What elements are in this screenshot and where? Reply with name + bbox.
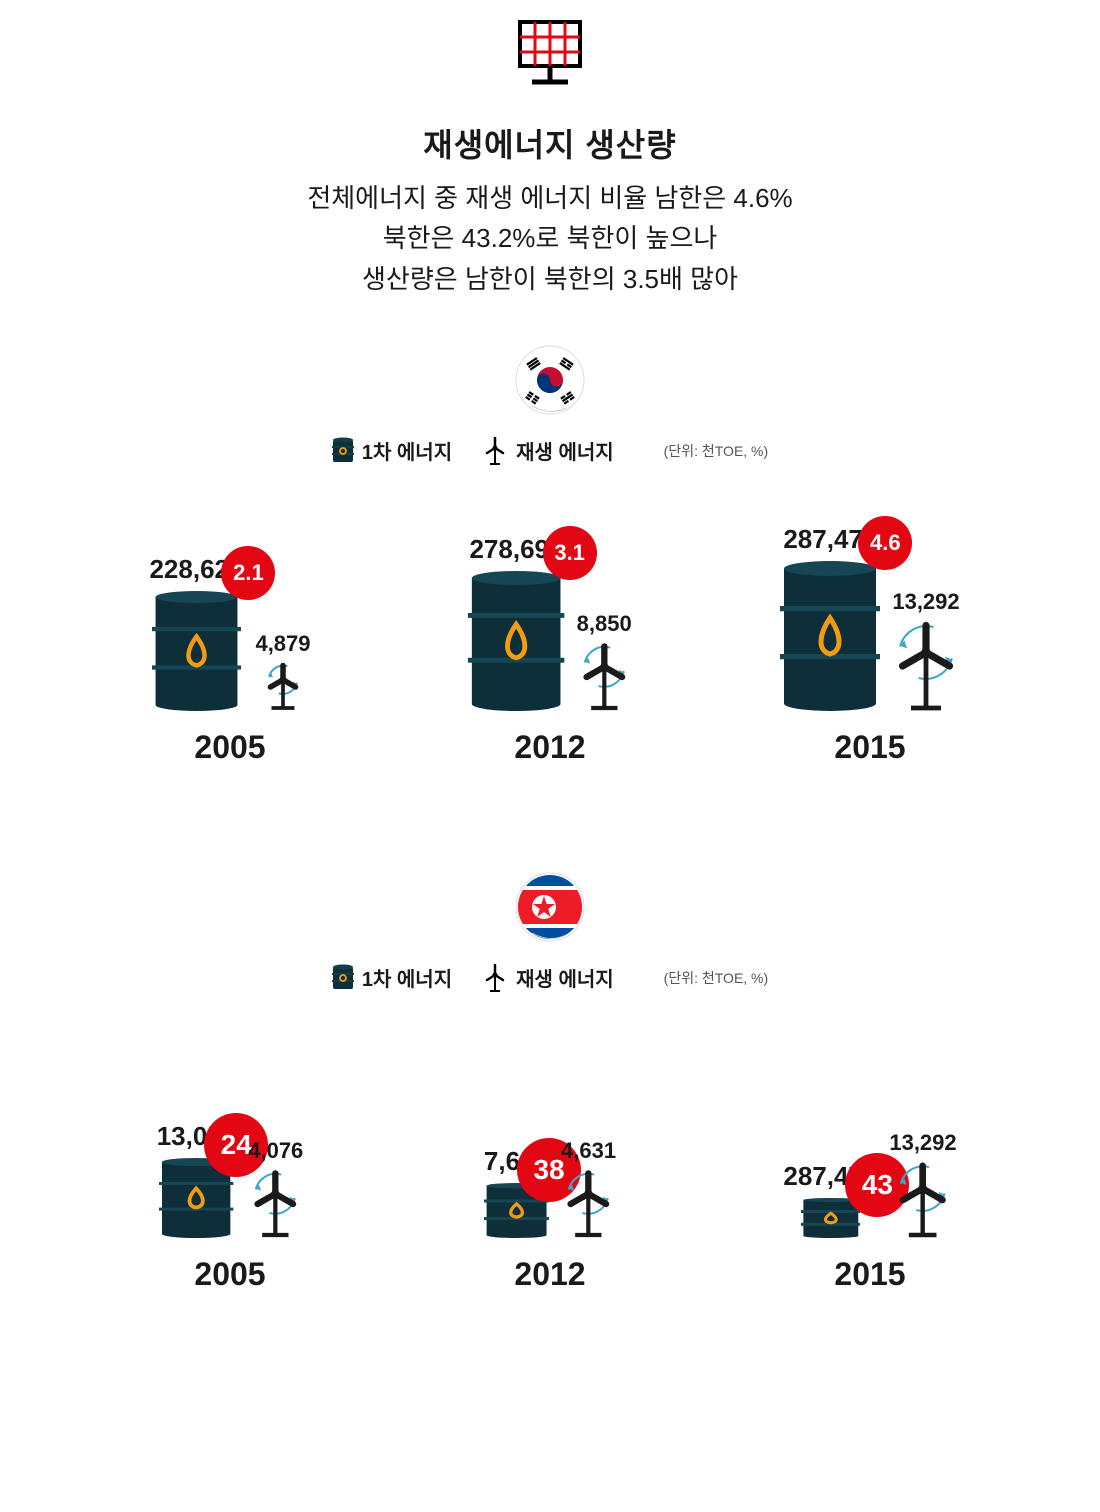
pct-badge: 2.1 bbox=[221, 546, 275, 600]
primary-column: 278,698 3.1 bbox=[468, 534, 564, 711]
turbine-icon bbox=[482, 436, 508, 466]
barrel-icon bbox=[332, 437, 354, 465]
legend-north: 1차 에너지 재생 에너지 (단위: 천TOE, %) bbox=[100, 963, 1000, 993]
renewable-column: 8,850 bbox=[577, 611, 632, 711]
year-cell: 13,051 24 4,076 2005 bbox=[105, 1028, 355, 1293]
pct-badge: 3.1 bbox=[543, 526, 597, 580]
turbine-icon bbox=[578, 643, 631, 711]
value-group: 228,622 2.1 4,879 bbox=[105, 501, 355, 711]
page-title: 재생에너지 생산량 bbox=[100, 120, 1000, 166]
south-korea-flag-icon bbox=[514, 344, 586, 416]
primary-column: 287,479 43 bbox=[783, 1161, 877, 1238]
year-label: 2012 bbox=[514, 729, 585, 766]
renewable-value: 4,631 bbox=[561, 1138, 616, 1164]
year-label: 2005 bbox=[194, 729, 265, 766]
turbine-icon bbox=[895, 1162, 950, 1238]
turbine-icon bbox=[896, 621, 956, 711]
barrel-icon bbox=[332, 964, 354, 992]
page-description: 전체에너지 중 재생 에너지 비율 남한은 4.6% 북한은 43.2%로 북한… bbox=[100, 178, 1000, 299]
barrel-icon bbox=[152, 591, 241, 711]
renewable-column: 13,292 bbox=[892, 589, 959, 711]
renewable-column: 4,076 bbox=[248, 1138, 303, 1238]
year-cell: 228,622 2.1 4,879 2005 bbox=[105, 501, 355, 766]
legend-primary-label: 1차 에너지 bbox=[362, 963, 452, 992]
year-label: 2005 bbox=[194, 1256, 265, 1293]
primary-column: 228,622 2.1 bbox=[149, 554, 243, 711]
year-cell: 287,479 43 13,292 2015 bbox=[745, 1028, 995, 1293]
primary-column: 287,479 4.6 bbox=[780, 524, 880, 711]
legend-primary: 1차 에너지 bbox=[332, 963, 452, 992]
value-group: 287,479 43 13,292 bbox=[745, 1028, 995, 1238]
solar-panel-icon bbox=[510, 20, 590, 90]
renewable-column: 4,879 bbox=[255, 631, 310, 711]
primary-column: 7,653 38 bbox=[484, 1146, 549, 1238]
value-group: 278,698 3.1 8,850 bbox=[425, 501, 675, 711]
legend-south: 1차 에너지 재생 에너지 (단위: 천TOE, %) bbox=[100, 436, 1000, 466]
legend-renewable: 재생 에너지 bbox=[482, 963, 614, 993]
north-korea-flag-icon bbox=[514, 871, 586, 943]
renewable-value: 4,879 bbox=[255, 631, 310, 657]
value-group: 287,479 4.6 13,292 bbox=[745, 501, 995, 711]
year-cell: 287,479 4.6 13,292 2015 bbox=[745, 501, 995, 766]
year-label: 2012 bbox=[514, 1256, 585, 1293]
turbine-icon bbox=[249, 1170, 302, 1238]
turbine-icon bbox=[260, 663, 306, 711]
desc-line: 생산량은 남한이 북한의 3.5배 많아 bbox=[100, 259, 1000, 299]
renewable-value: 13,292 bbox=[892, 589, 959, 615]
legend-unit: (단위: 천TOE, %) bbox=[664, 968, 769, 988]
renewable-value: 13,292 bbox=[889, 1130, 956, 1156]
barrel-icon bbox=[468, 571, 564, 711]
turbine-icon bbox=[482, 963, 508, 993]
renewable-column: 4,631 bbox=[561, 1138, 616, 1238]
primary-column: 13,051 24 bbox=[157, 1121, 237, 1238]
value-group: 7,653 38 4,631 bbox=[425, 1028, 675, 1238]
legend-unit: (단위: 천TOE, %) bbox=[664, 441, 769, 461]
desc-line: 전체에너지 중 재생 에너지 비율 남한은 4.6% bbox=[100, 178, 1000, 218]
legend-primary-label: 1차 에너지 bbox=[362, 436, 452, 465]
legend-primary: 1차 에너지 bbox=[332, 436, 452, 465]
turbine-icon bbox=[562, 1170, 615, 1238]
renewable-column: 13,292 bbox=[889, 1130, 956, 1238]
year-cell: 278,698 3.1 8,850 2012 bbox=[425, 501, 675, 766]
year-cell: 7,653 38 4,631 2012 bbox=[425, 1028, 675, 1293]
barrel-icon bbox=[780, 561, 880, 711]
renewable-value: 4,076 bbox=[248, 1138, 303, 1164]
legend-renewable-label: 재생 에너지 bbox=[516, 436, 614, 465]
legend-renewable-label: 재생 에너지 bbox=[516, 963, 614, 992]
year-label: 2015 bbox=[834, 1256, 905, 1293]
south-row: 228,622 2.1 4,879 2005 278,698 3.1 8,850 bbox=[100, 501, 1000, 766]
north-row: 13,051 24 4,076 2005 7,653 38 4,631 bbox=[100, 1028, 1000, 1293]
desc-line: 북한은 43.2%로 북한이 높으나 bbox=[100, 218, 1000, 258]
legend-renewable: 재생 에너지 bbox=[482, 436, 614, 466]
renewable-value: 8,850 bbox=[577, 611, 632, 637]
value-group: 13,051 24 4,076 bbox=[105, 1028, 355, 1238]
year-label: 2015 bbox=[834, 729, 905, 766]
pct-badge: 4.6 bbox=[858, 516, 912, 570]
